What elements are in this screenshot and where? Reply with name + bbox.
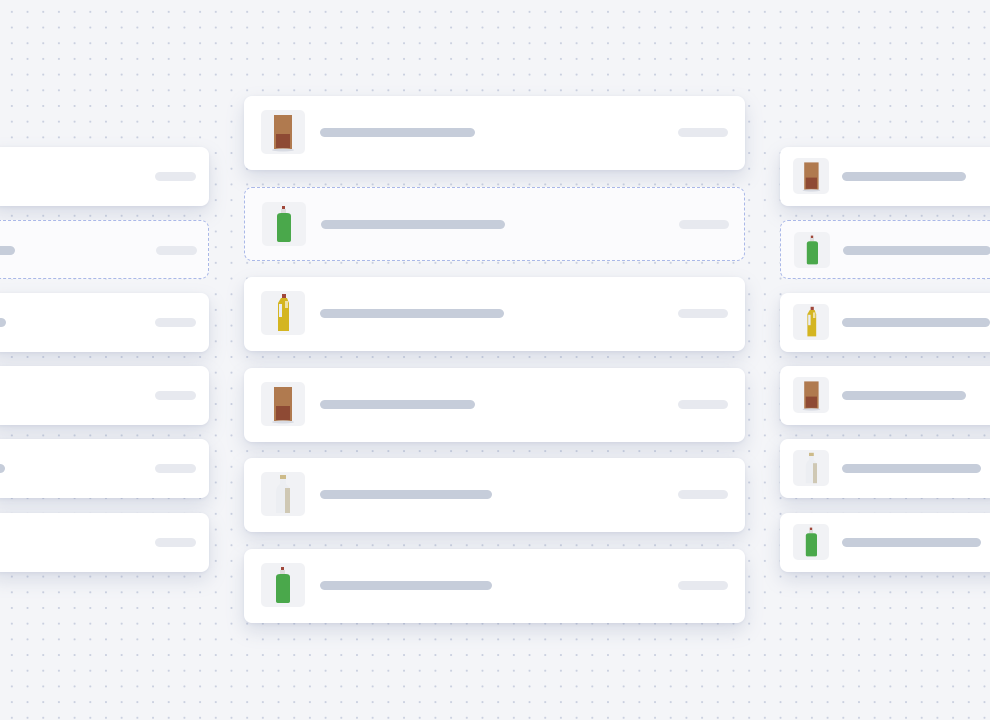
list-item-card[interactable] [780, 513, 990, 572]
white-milk-bottle-icon [276, 475, 290, 513]
product-thumbnail [262, 202, 306, 246]
drop-target-placeholder[interactable] [780, 220, 990, 279]
white-milk-bottle-icon [805, 452, 817, 484]
title-skeleton [320, 581, 492, 590]
title-skeleton [320, 400, 475, 409]
product-thumbnail [793, 304, 829, 340]
title-skeleton [0, 318, 6, 327]
yellow-oil-bottle-icon [278, 294, 289, 331]
meta-skeleton [155, 172, 196, 181]
title-skeleton [320, 128, 475, 137]
meta-skeleton [155, 464, 196, 473]
paper-bag-icon [802, 162, 820, 192]
product-thumbnail [793, 377, 829, 413]
list-item-card[interactable] [244, 549, 745, 623]
paper-bag-icon [272, 115, 294, 152]
title-skeleton [842, 464, 981, 473]
list-item-card[interactable] [780, 147, 990, 206]
list-item-card[interactable] [780, 366, 990, 425]
green-detergent-bottle-icon [806, 235, 818, 265]
meta-skeleton [679, 220, 729, 229]
list-item-card[interactable] [0, 366, 209, 425]
list-item-card[interactable] [0, 293, 209, 352]
list-item-card[interactable] [780, 439, 990, 498]
product-thumbnail [793, 450, 829, 486]
meta-skeleton [155, 318, 196, 327]
title-skeleton [843, 246, 990, 255]
paper-bag-icon [802, 381, 820, 411]
product-thumbnail [261, 110, 305, 154]
meta-skeleton [155, 538, 196, 547]
meta-skeleton [678, 400, 728, 409]
list-item-card[interactable] [780, 293, 990, 352]
product-thumbnail [793, 524, 829, 560]
product-thumbnail [261, 382, 305, 426]
title-skeleton [842, 172, 966, 181]
meta-skeleton [678, 490, 728, 499]
title-skeleton [0, 464, 5, 473]
product-thumbnail [261, 472, 305, 516]
title-skeleton [842, 538, 981, 547]
green-detergent-bottle-icon [276, 567, 290, 603]
list-item-card[interactable] [244, 277, 745, 351]
list-item-card[interactable] [0, 147, 209, 206]
drop-target-placeholder[interactable] [0, 220, 209, 279]
meta-skeleton [155, 391, 196, 400]
drop-target-placeholder[interactable] [244, 187, 745, 261]
title-skeleton [842, 318, 990, 327]
meta-skeleton [678, 309, 728, 318]
product-thumbnail [793, 158, 829, 194]
list-item-card[interactable] [244, 458, 745, 532]
product-thumbnail [794, 232, 830, 268]
green-detergent-bottle-icon [277, 206, 291, 242]
title-skeleton [320, 309, 504, 318]
green-detergent-bottle-icon [805, 527, 817, 557]
meta-skeleton [678, 128, 728, 137]
title-skeleton [321, 220, 505, 229]
product-thumbnail [261, 291, 305, 335]
list-item-card[interactable] [0, 439, 209, 498]
list-item-card[interactable] [244, 96, 745, 170]
product-thumbnail [261, 563, 305, 607]
title-skeleton [320, 490, 492, 499]
meta-skeleton [678, 581, 728, 590]
title-skeleton [842, 391, 966, 400]
list-item-card[interactable] [244, 368, 745, 442]
paper-bag-icon [272, 387, 294, 424]
yellow-oil-bottle-icon [806, 306, 816, 337]
list-item-card[interactable] [0, 513, 209, 572]
meta-skeleton [156, 246, 197, 255]
title-skeleton [0, 246, 15, 255]
